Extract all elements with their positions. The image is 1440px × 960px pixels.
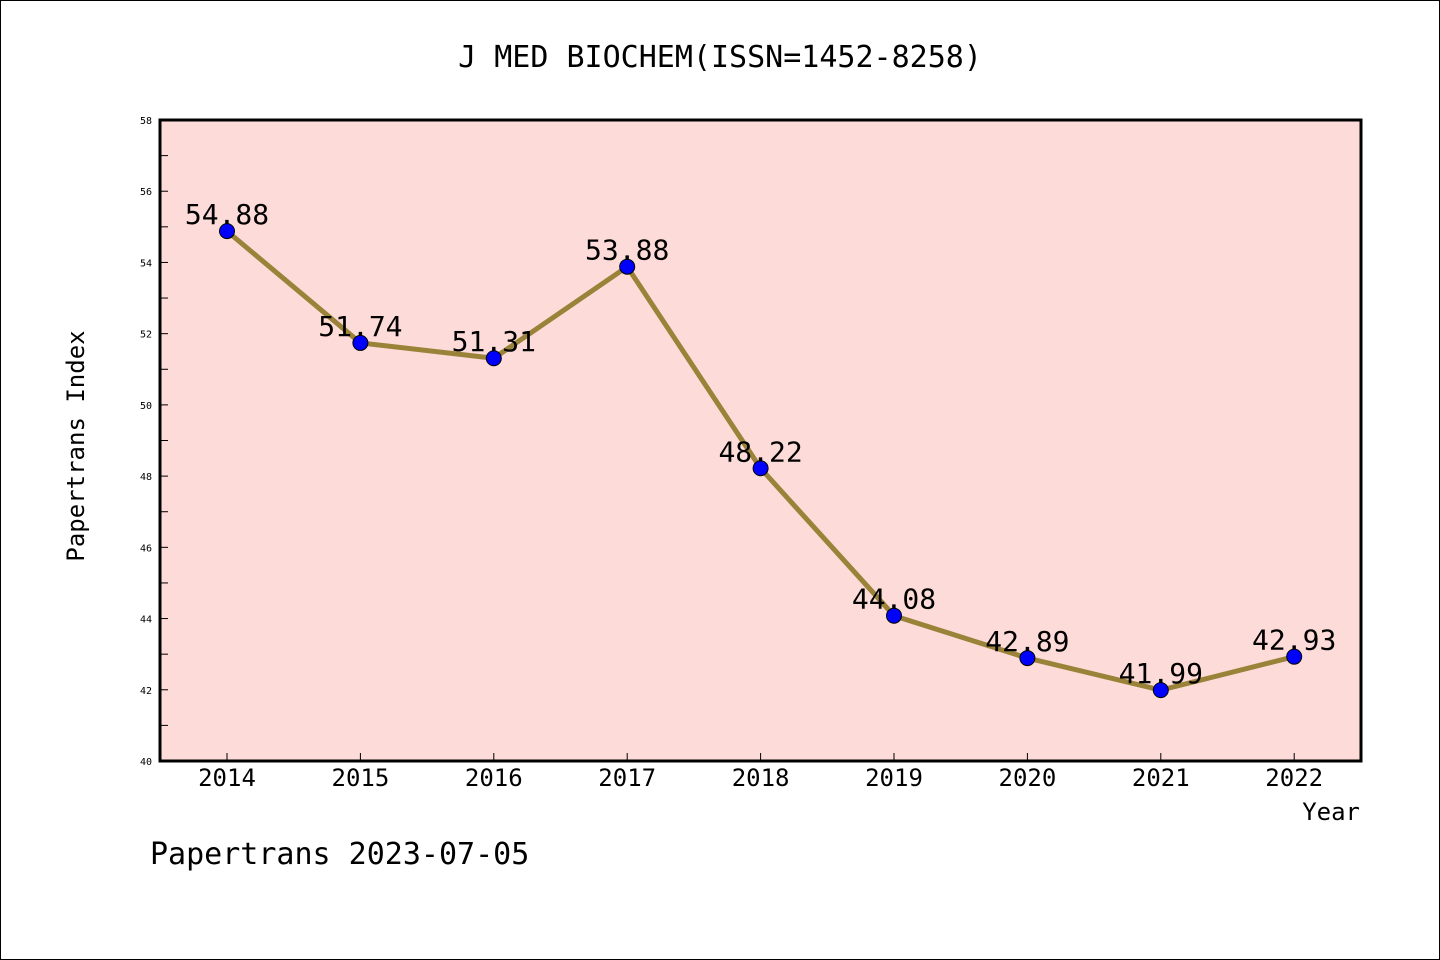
- plot-area: [158, 118, 1363, 763]
- y-tick-label: 40: [140, 757, 152, 768]
- y-tick-label: 44: [140, 615, 152, 626]
- data-point-marker: [1286, 648, 1303, 665]
- marker-group: [219, 223, 1303, 699]
- y-tick-label: 50: [140, 401, 152, 412]
- data-label: 41.99: [1119, 657, 1203, 690]
- data-point-marker: [619, 258, 636, 275]
- y-tick-label: 56: [140, 187, 152, 198]
- y-tick-label: 46: [140, 543, 152, 554]
- x-tick-label: 2018: [732, 764, 790, 792]
- y-tick-label: 52: [140, 330, 152, 341]
- data-label-group: 54.88 51.74 51.31 53.88 48.22 44.08 42.89 41.99…: [185, 198, 1336, 690]
- data-label: 53.88: [585, 234, 669, 267]
- y-tick-label: 42: [140, 686, 152, 697]
- data-label: 44.08: [852, 583, 936, 616]
- data-point-marker: [1019, 650, 1036, 667]
- data-label: 54.88: [185, 198, 269, 231]
- y-axis: 40 42 44 46 48 50 52 54 56 58: [140, 116, 168, 768]
- data-label: 51.74: [318, 310, 402, 343]
- x-tick-label: 2020: [999, 764, 1057, 792]
- x-axis-label: Year: [1302, 798, 1360, 826]
- x-tick-label: 2019: [865, 764, 923, 792]
- x-tick-label: 2022: [1265, 764, 1323, 792]
- x-tick-label: 2015: [332, 764, 390, 792]
- data-label: 42.89: [985, 625, 1069, 658]
- data-label: 51.31: [452, 325, 536, 358]
- data-point-marker: [1152, 682, 1169, 699]
- x-tick-label: 2017: [598, 764, 656, 792]
- y-tick-label: 48: [140, 472, 152, 483]
- data-label: 42.93: [1252, 624, 1336, 657]
- y-tick-label: 58: [140, 116, 152, 127]
- y-tick-label: 54: [140, 258, 152, 269]
- footer-text: Papertrans 2023-07-05: [150, 837, 529, 872]
- data-point-marker: [352, 334, 369, 351]
- x-tick-label: 2014: [198, 764, 256, 792]
- data-point-marker: [752, 460, 769, 477]
- chart-title: J MED BIOCHEM(ISSN=1452-8258): [458, 40, 982, 75]
- x-tick-label: 2016: [465, 764, 523, 792]
- data-point-marker: [485, 350, 502, 367]
- data-point-marker: [886, 607, 902, 624]
- x-axis: 2014 2015 2016 2017 2018 2019 2020 2021 2022: [198, 753, 1323, 792]
- y-axis-label: Papertrans Index: [62, 330, 90, 561]
- x-tick-label: 2021: [1132, 764, 1190, 792]
- data-label: 48.22: [718, 435, 802, 468]
- data-point-marker: [219, 223, 235, 240]
